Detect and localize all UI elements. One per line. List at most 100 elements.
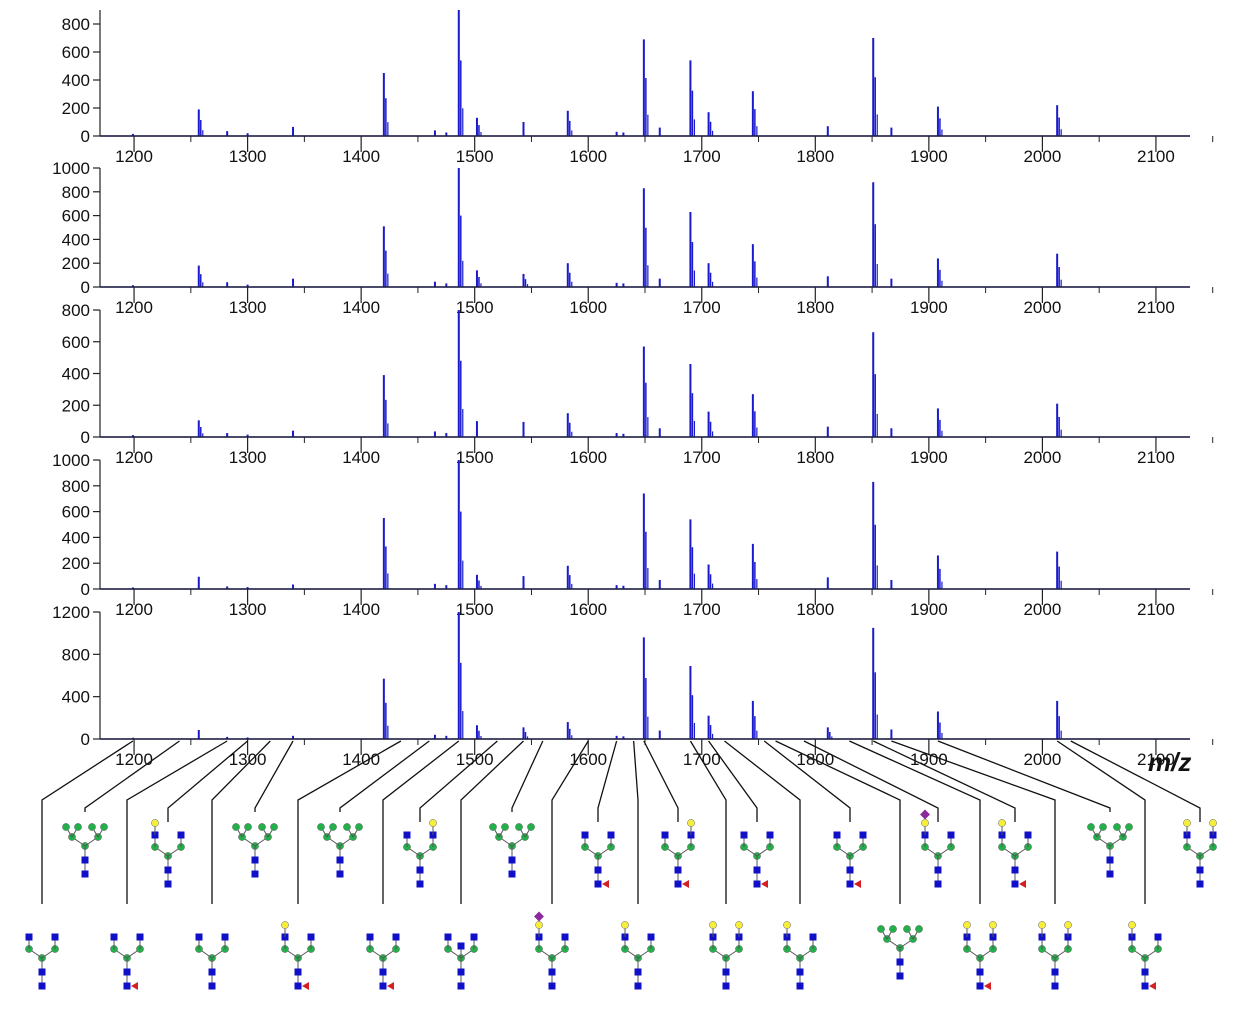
mannose-circle	[355, 823, 363, 831]
glycan-structure-1	[62, 823, 108, 878]
x-tick-label: 1500	[456, 750, 494, 769]
mannose-circle	[889, 925, 897, 933]
glcnac-square	[561, 933, 569, 941]
mannose-circle	[877, 925, 885, 933]
x-tick-label: 1400	[342, 750, 380, 769]
galactose-circle	[735, 921, 743, 929]
fucose-triangle	[682, 880, 689, 888]
leader-line	[891, 740, 1056, 904]
x-tick-label: 2100	[1137, 600, 1175, 619]
x-tick-label: 1900	[910, 600, 948, 619]
x-tick-label: 1700	[683, 147, 721, 166]
x-tick-label: 1900	[910, 147, 948, 166]
glcnac-square	[208, 982, 216, 990]
mannose-circle	[88, 823, 96, 831]
glcnac-square	[607, 831, 615, 839]
spectra-panels: 0 200 400 600 800 1200 1300 1400 1500 1600 1700 180…	[52, 10, 1214, 769]
galactose-circle	[1038, 921, 1046, 929]
x-tick-label: 2100	[1137, 298, 1175, 317]
galactose-circle	[783, 921, 791, 929]
x-tick-label: 1500	[456, 147, 494, 166]
x-tick-label: 1300	[229, 147, 267, 166]
glcnac-square	[457, 942, 465, 950]
peak-leader-lines	[41, 740, 1201, 904]
x-tick-label: 1200	[115, 298, 153, 317]
glcnac-square	[809, 933, 817, 941]
y-tick-label: 800	[62, 183, 90, 202]
glycan-structure-19	[366, 933, 400, 990]
y-tick-label: 200	[62, 99, 90, 118]
glcnac-square	[392, 933, 400, 941]
leader-line	[763, 740, 851, 822]
x-tick-label: 1700	[683, 448, 721, 467]
y-tick-label: 200	[62, 554, 90, 573]
leader-line	[643, 740, 679, 822]
x-tick-label: 1300	[229, 600, 267, 619]
glcnac-square	[307, 933, 315, 941]
x-tick-label: 1300	[229, 298, 267, 317]
glcnac-square	[81, 870, 89, 878]
glcnac-square	[251, 856, 259, 864]
x-tick-label: 1600	[569, 750, 607, 769]
glycan-structure-2	[151, 819, 185, 888]
mannose-circle	[527, 823, 535, 831]
mannose-circle	[258, 823, 266, 831]
glcnac-square	[1154, 933, 1162, 941]
glcnac-square	[51, 933, 59, 941]
glcnac-square	[833, 831, 841, 839]
glcnac-square	[336, 856, 344, 864]
mannose-circle	[1099, 823, 1107, 831]
x-tick-label: 2100	[1137, 147, 1175, 166]
glycan-structure-14	[1183, 819, 1217, 888]
leader-line	[419, 740, 498, 822]
leader-line	[339, 740, 430, 812]
glcnac-square	[896, 972, 904, 980]
glcnac-square	[722, 968, 730, 976]
y-tick-label: 400	[62, 230, 90, 249]
glcnac-square	[470, 933, 478, 941]
x-tick-label: 1400	[342, 147, 380, 166]
x-tick-label: 1900	[910, 750, 948, 769]
glcnac-square	[1011, 866, 1019, 874]
leader-line	[126, 740, 228, 904]
glcnac-square	[674, 866, 682, 874]
x-tick-label: 2000	[1023, 298, 1061, 317]
y-tick-label: 600	[62, 207, 90, 226]
y-tick-label: 600	[62, 333, 90, 352]
leader-line	[167, 740, 249, 822]
mannose-circle	[270, 823, 278, 831]
mannose-circle	[329, 823, 337, 831]
glcnac-square	[508, 856, 516, 864]
leader-line	[775, 740, 901, 904]
x-tick-label: 1800	[796, 448, 834, 467]
glcnac-square	[1051, 968, 1059, 976]
leader-line	[84, 740, 180, 812]
x-tick-label: 1800	[796, 298, 834, 317]
x-tick-label: 1900	[910, 448, 948, 467]
leader-line	[41, 740, 134, 904]
glcnac-square	[1141, 982, 1149, 990]
glcnac-square	[416, 866, 424, 874]
glycan-structure-22	[621, 921, 655, 990]
glcnac-square	[796, 968, 804, 976]
mannose-circle	[62, 823, 70, 831]
leader-line	[724, 740, 801, 904]
x-tick-label: 1400	[342, 298, 380, 317]
glcnac-square	[594, 866, 602, 874]
glycan-structure-15	[25, 933, 59, 990]
galactose-circle	[429, 819, 437, 827]
glcnac-square	[136, 933, 144, 941]
y-tick-label: 1200	[52, 603, 90, 622]
glycan-structure-9	[740, 831, 774, 888]
x-tick-label: 1600	[569, 147, 607, 166]
spectrum-panel-4: 0 200 400 600 800 1000 1200 1300 1400 1500 1600 170…	[52, 451, 1214, 619]
x-tick-label: 1400	[342, 448, 380, 467]
x-tick-label: 1200	[115, 750, 153, 769]
galactose-circle	[1183, 819, 1191, 827]
mannose-circle	[489, 823, 497, 831]
spectrum-panel-1: 0 200 400 600 800 1200 1300 1400 1500 1600 1700 180…	[62, 10, 1214, 166]
leader-line	[511, 740, 544, 812]
glcnac-square	[294, 968, 302, 976]
glycan-structure-25	[877, 925, 923, 980]
